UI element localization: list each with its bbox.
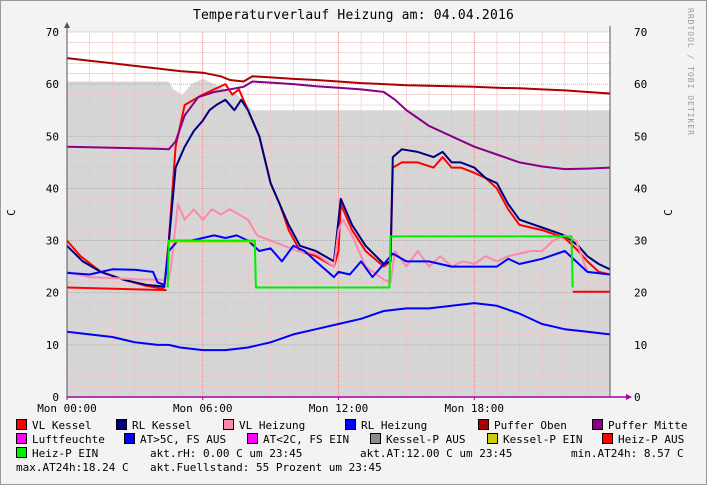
y-tick-label-right: 70 xyxy=(634,26,647,39)
stat-min-at: min.AT24h: 8.57 C xyxy=(571,447,684,460)
legend-swatch xyxy=(592,419,603,430)
y-tick-label-right: 40 xyxy=(634,182,647,195)
chart-title: Temperaturverlauf Heizung am: 04.04.2016 xyxy=(192,8,515,23)
y-tick-label-left: 50 xyxy=(46,130,59,143)
series-line-0 xyxy=(66,83,611,290)
legend-item-heiz-p-aus: Heiz-P AUS xyxy=(602,433,684,446)
legend-label: Luftfeuchte xyxy=(32,433,105,446)
legend-label: AT>5C, FS AUS xyxy=(140,433,227,446)
x-axis-arrow xyxy=(626,394,632,400)
legend-swatch xyxy=(16,433,27,444)
y-tick-label-left: 30 xyxy=(46,235,59,248)
legend-item-luftfeuchte: Luftfeuchte xyxy=(16,433,105,446)
y-tick-label-right: 30 xyxy=(634,235,647,248)
legend-item-kessel-p-aus: Kessel-P AUS xyxy=(370,433,465,446)
legend-item-puffer-oben: Puffer Oben xyxy=(478,419,567,432)
legend-swatch xyxy=(478,419,489,430)
y-tick-label-right: 50 xyxy=(634,130,647,143)
legend-item-at-gt-5c: AT>5C, FS AUS xyxy=(124,433,226,446)
rrdtool-credit: RRDTOOL / TOBI OETIKER xyxy=(686,8,695,136)
legend-swatch xyxy=(345,419,356,430)
legend-swatch xyxy=(16,447,27,458)
legend-swatch xyxy=(223,419,234,430)
stat-akt-at: akt.AT:12.00 C um 23:45 xyxy=(360,447,513,460)
legend-swatch xyxy=(124,433,135,444)
y-tick-label-left: 10 xyxy=(46,339,59,352)
x-tick-label: Mon 12:00 xyxy=(309,402,369,415)
y-tick-label-left: 60 xyxy=(46,78,59,91)
series-line-7 xyxy=(66,302,611,352)
x-tick-label: Mon 18:00 xyxy=(444,402,504,415)
stat-max-at: max.AT24h:18.24 C xyxy=(16,461,129,474)
legend-item-rl-heizung: RL Heizung xyxy=(345,419,427,432)
legend-swatch xyxy=(602,433,613,444)
y-tick-label-right: 20 xyxy=(634,287,647,300)
legend-swatch xyxy=(16,419,27,430)
series-line-12 xyxy=(166,235,574,289)
y-axis-arrow xyxy=(64,22,70,28)
y-tick-label-right: 0 xyxy=(634,391,641,404)
legend-item-puffer-mitte: Puffer Mitte xyxy=(592,419,687,432)
legend-swatch xyxy=(370,433,381,444)
y-tick-label-left: 20 xyxy=(46,287,59,300)
legend-swatch xyxy=(116,419,127,430)
legend-swatch xyxy=(247,433,258,444)
legend-label: RL Heizung xyxy=(361,419,428,432)
y-tick-label-right: 10 xyxy=(634,339,647,352)
series-line-3 xyxy=(66,234,611,286)
legend-label: VL Heizung xyxy=(239,419,306,432)
legend-item-rl-kessel: RL Kessel xyxy=(116,419,192,432)
stat-fuellstand: akt.Fuellstand: 55 Prozent um 23:45 xyxy=(150,461,382,474)
legend-label: RL Kessel xyxy=(132,419,192,432)
legend-item-at-lt-2c: AT<2C, FS EIN xyxy=(247,433,349,446)
legend-item-kessel-p-ein: Kessel-P EIN xyxy=(487,433,582,446)
x-tick-label: Mon 06:00 xyxy=(173,402,233,415)
legend-label: Puffer Oben xyxy=(494,419,567,432)
legend-label: Puffer Mitte xyxy=(608,419,688,432)
y-tick-label-left: 70 xyxy=(46,26,59,39)
y-tick-label-left: 0 xyxy=(52,391,59,404)
series-line-5 xyxy=(66,80,611,171)
y-tick-label-right: 60 xyxy=(634,78,647,91)
x-tick-label: Mon 00:00 xyxy=(37,402,97,415)
legend-label: Kessel-P AUS xyxy=(386,433,466,446)
legend-label: Kessel-P EIN xyxy=(503,433,583,446)
legend-label: Heiz-P EIN xyxy=(32,447,99,460)
y-tick-label-left: 40 xyxy=(46,182,59,195)
legend-item-vl-heizung: VL Heizung xyxy=(223,419,305,432)
legend-swatch xyxy=(487,433,498,444)
legend-label: Heiz-P AUS xyxy=(618,433,685,446)
stat-akt-rh: akt.rH: 0.00 C um 23:45 xyxy=(150,447,303,460)
legend-item-vl-kessel: VL Kessel xyxy=(16,419,92,432)
legend-label: AT<2C, FS EIN xyxy=(263,433,350,446)
legend-item-heiz-p-ein: Heiz-P EIN xyxy=(16,447,98,460)
series-line-4 xyxy=(66,57,611,95)
legend-label: VL Kessel xyxy=(32,419,92,432)
series-line-2 xyxy=(66,203,611,284)
